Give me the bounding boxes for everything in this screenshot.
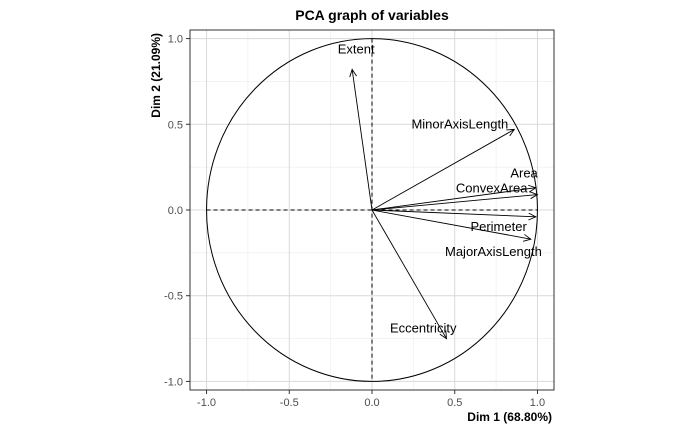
arrow-eccentricity xyxy=(371,209,447,340)
arrow-shaft xyxy=(351,69,373,211)
x-tick-label: 0.0 xyxy=(364,397,379,409)
arrow-shaft xyxy=(371,187,536,211)
y-tick-label: 0.0 xyxy=(168,205,183,217)
label-eccentricity: Eccentricity xyxy=(390,321,457,336)
label-area: Area xyxy=(510,166,538,181)
arrow-shaft xyxy=(371,209,447,339)
label-extent: Extent xyxy=(338,41,375,56)
arrow-extent xyxy=(349,68,373,211)
label-major-axis-length: MajorAxisLength xyxy=(445,244,542,259)
label-perimeter: Perimeter xyxy=(470,219,527,234)
y-axis-title: Dim 2 (21.09%) xyxy=(149,33,163,118)
y-tick-label: -0.5 xyxy=(164,291,183,303)
x-tick-label: 0.5 xyxy=(447,397,462,409)
x-tick-label: -1.0 xyxy=(197,397,216,409)
arrow-head xyxy=(506,128,516,137)
arrow-head xyxy=(528,184,537,193)
arrow-major-axis-length xyxy=(371,209,532,242)
x-axis-title: Dim 1 (68.80%) xyxy=(467,410,552,424)
y-axis-ticks: -1.0 -0.5 0.0 0.5 1.0 xyxy=(164,34,190,388)
variable-arrows xyxy=(349,68,539,340)
x-tick-label: 1.0 xyxy=(530,397,545,409)
arrow-head xyxy=(528,212,537,221)
arrow-area xyxy=(371,184,537,211)
correlation-circle xyxy=(206,38,538,382)
arrow-shaft xyxy=(371,129,515,211)
arrow-minor-axis-length xyxy=(371,128,516,211)
arrow-head xyxy=(349,68,357,78)
arrow-convex-area xyxy=(371,191,539,211)
label-minor-axis-length: MinorAxisLength xyxy=(411,116,508,131)
chart-title: PCA graph of variables xyxy=(295,7,449,23)
arrow-shaft xyxy=(371,209,536,218)
x-tick-label: -0.5 xyxy=(280,397,299,409)
y-tick-label: -1.0 xyxy=(164,376,183,388)
arrow-head xyxy=(523,234,532,242)
arrow-shaft xyxy=(371,194,538,211)
arrow-perimeter xyxy=(371,209,537,221)
arrow-head xyxy=(439,330,447,340)
x-axis-ticks: -1.0 -0.5 0.0 0.5 1.0 xyxy=(197,390,545,409)
y-tick-label: 0.5 xyxy=(168,119,183,131)
label-convex-area: ConvexArea xyxy=(456,181,528,196)
arrow-head xyxy=(529,191,539,200)
y-tick-label: 1.0 xyxy=(168,34,183,46)
arrow-shaft xyxy=(371,209,531,240)
